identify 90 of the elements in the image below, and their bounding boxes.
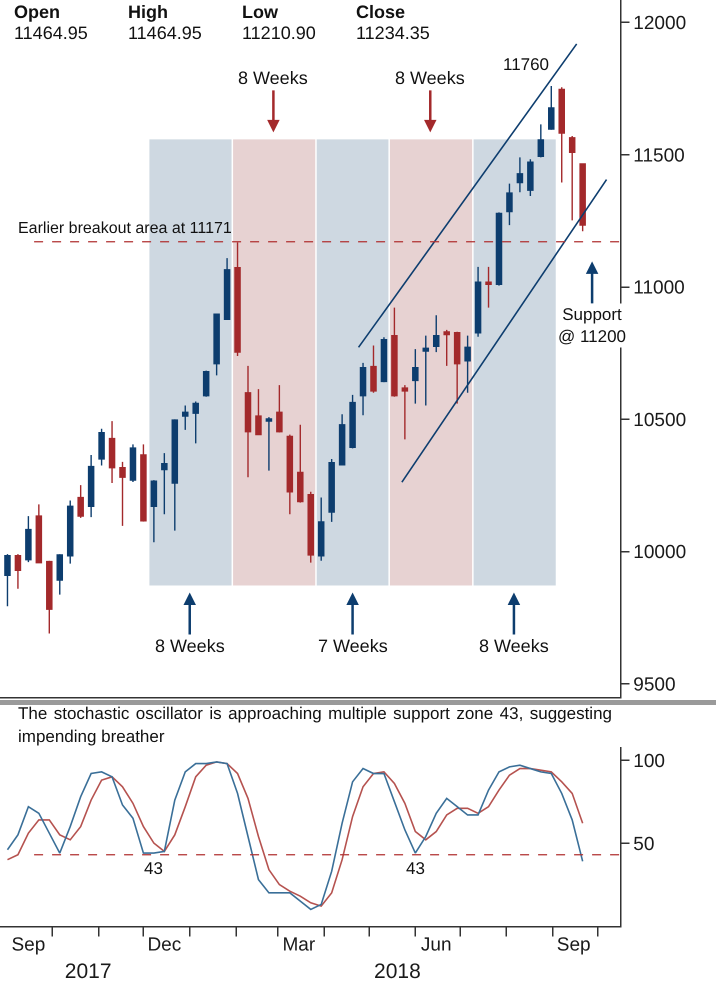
annotation: 11464.95 [14, 23, 89, 44]
y-tick-label: 9500 [633, 674, 676, 696]
annotation: 43 [406, 859, 425, 878]
band-label: 8 Weeks [479, 636, 549, 656]
candlestick [412, 348, 419, 404]
x-tick-label: Sep [556, 934, 591, 956]
candlestick [202, 370, 210, 398]
annotation: Low [242, 2, 279, 23]
candlestick [297, 424, 304, 504]
candlestick [380, 336, 388, 383]
candlestick [276, 384, 283, 434]
annotation: Support @ 11200 [558, 305, 626, 346]
text: The stochastic oscillator is approaching multiple support zone 43, suggesting impending breather [18, 703, 612, 748]
candlestick [130, 444, 136, 483]
candlestick [36, 504, 42, 564]
candlestick [454, 331, 460, 404]
candlestick [161, 452, 168, 515]
candlestick [328, 458, 335, 523]
y-tick-label: 10000 [633, 542, 686, 564]
candlestick [46, 560, 53, 634]
candlestick [244, 365, 252, 478]
candlestick [538, 124, 544, 158]
candlestick [432, 314, 440, 353]
candlestick [25, 515, 32, 563]
x2-tick-label: 2017 [64, 960, 112, 983]
annotation: 11760 [503, 55, 550, 74]
annotation: 11464.95 [128, 23, 203, 44]
ref-line-label: Earlier breakout area at 11171 [18, 220, 232, 237]
candlestick [496, 212, 502, 286]
x2-tick-label: 2018 [374, 960, 421, 983]
candlestick [558, 86, 565, 184]
x-tick-label: Dec [147, 934, 182, 956]
candlestick [360, 362, 366, 416]
candlestick [192, 400, 199, 444]
x-tick-label: Jun [420, 934, 452, 956]
candlestick [77, 484, 84, 519]
annotation: Close [356, 2, 406, 23]
candlestick [527, 158, 534, 197]
candlestick [402, 384, 408, 440]
candlestick [224, 257, 230, 321]
candlestick [150, 479, 158, 543]
candlestick [338, 414, 346, 466]
candlestick [172, 418, 178, 532]
candlestick [443, 329, 450, 367]
candlestick [14, 553, 22, 590]
candlestick [56, 553, 64, 596]
y-tick-label: 10500 [633, 410, 686, 431]
candlestick [474, 266, 482, 338]
candlestick [286, 434, 294, 515]
candlestick [391, 306, 398, 398]
candlestick [464, 334, 471, 394]
band-label: 8 Weeks [238, 68, 308, 88]
candlestick [485, 266, 492, 308]
annotation: 11210.90 [242, 23, 317, 44]
annotation: High [128, 2, 169, 23]
candlestick [98, 428, 105, 466]
candlestick [318, 496, 324, 562]
annotation: 43 [144, 859, 163, 878]
candlestick [422, 334, 430, 406]
y-tick-label: 12000 [633, 13, 686, 34]
candlestick [140, 444, 147, 522]
candlestick [4, 553, 11, 607]
candlestick [108, 420, 116, 484]
candlestick [88, 454, 94, 518]
candlestick [506, 182, 513, 226]
y-tick-label: 100 [633, 750, 666, 772]
x-tick-label: Mar [282, 934, 316, 956]
y-tick-label: 50 [633, 834, 654, 855]
band-label: 8 Weeks [395, 68, 465, 88]
y-tick-label: 11000 [633, 278, 685, 299]
candlestick [349, 394, 356, 450]
candlestick [266, 416, 272, 472]
candlestick [234, 242, 241, 357]
candlestick [255, 388, 262, 436]
band-label: 8 Weeks [155, 636, 225, 656]
y-tick-label: 11500 [633, 145, 685, 166]
candlestick [548, 85, 555, 131]
band-label: 7 Weeks [318, 636, 388, 656]
candlestick [516, 156, 524, 193]
candlestick [119, 461, 126, 527]
candlestick [182, 404, 189, 431]
candlestick [307, 491, 314, 564]
annotation: 11234.35 [356, 23, 431, 44]
candlestick [579, 163, 586, 232]
candlestick [66, 500, 74, 564]
candlestick [370, 344, 377, 394]
annotation: Open [14, 2, 62, 23]
x-tick-label: Sep [11, 934, 46, 956]
candlestick [213, 312, 220, 376]
candlestick [568, 135, 576, 222]
